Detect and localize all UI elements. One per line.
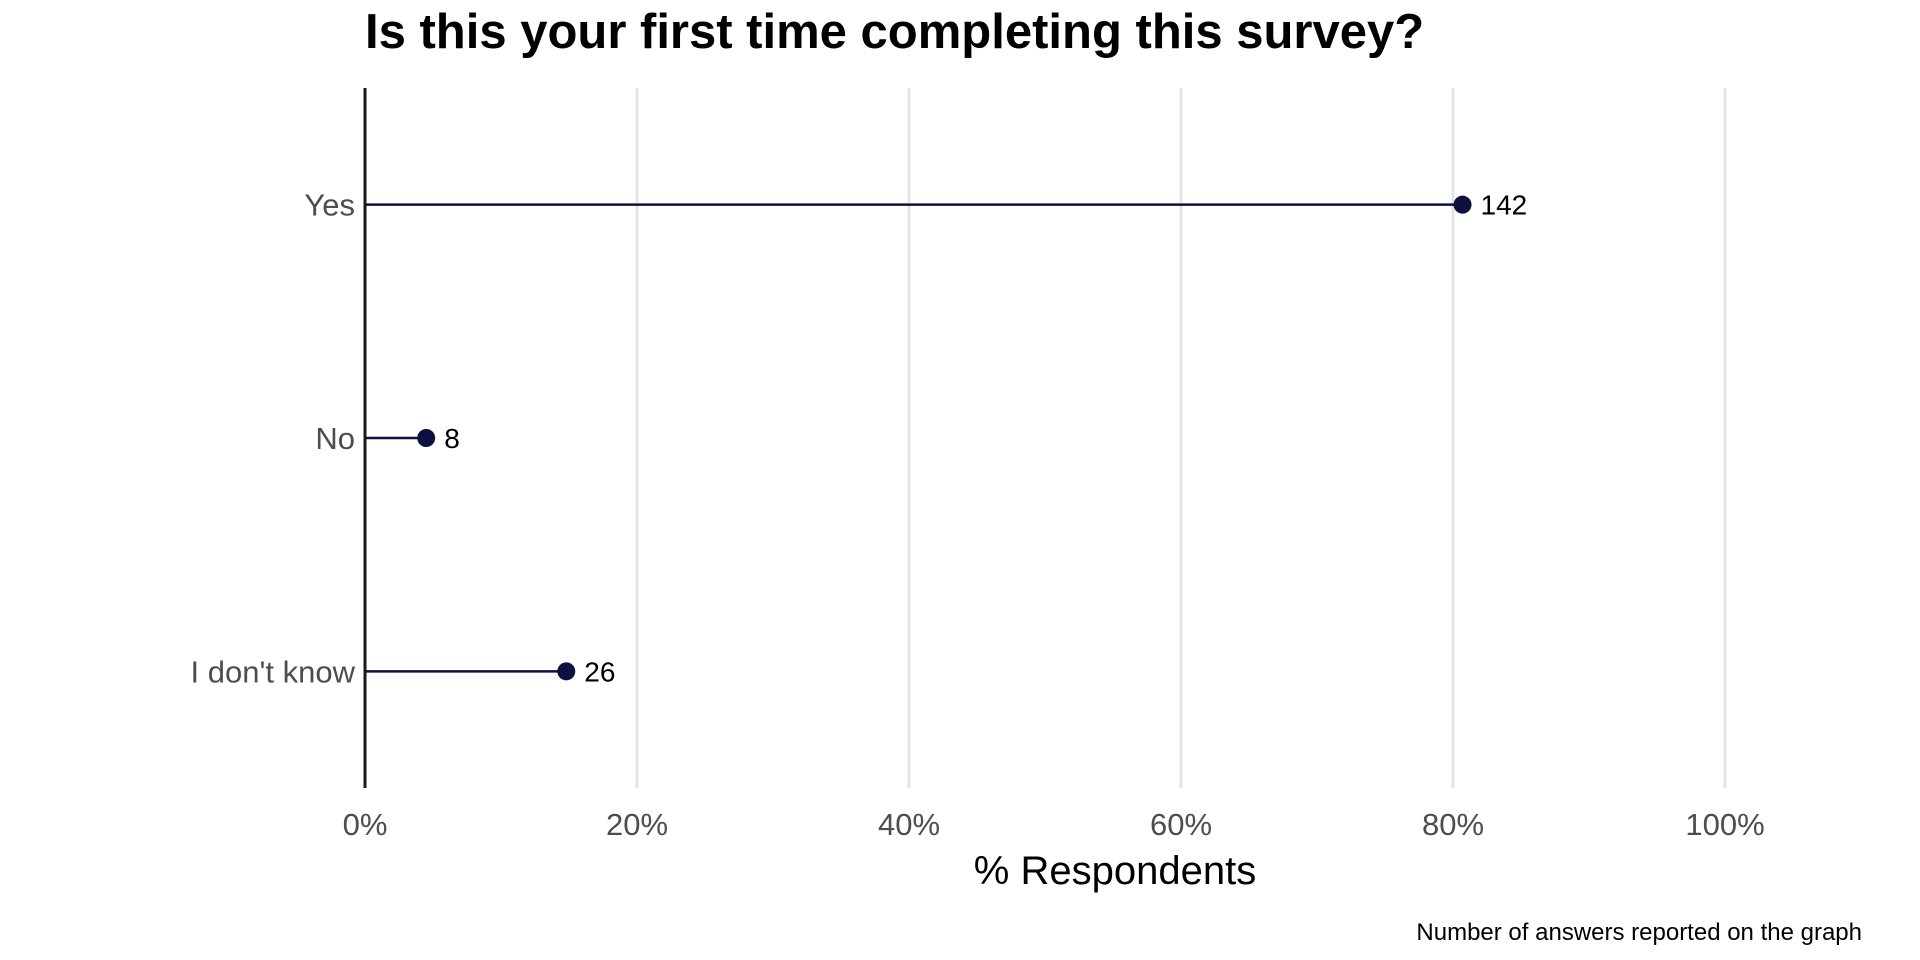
- category-label-no: No: [315, 421, 355, 456]
- x-tick-label-40: 40%: [878, 807, 940, 842]
- point-no: [417, 429, 436, 447]
- point-yes: [1453, 195, 1472, 214]
- x-tick-label-100: 100%: [1685, 807, 1764, 842]
- count-label-i-don-t-know: 26: [584, 656, 615, 687]
- x-axis-ticks: 0% 20% 40% 60% 80% 100%: [343, 807, 1765, 842]
- chart-caption: Number of answers reported on the graph: [1416, 919, 1862, 946]
- category-label-yes: Yes: [304, 188, 355, 223]
- x-tick-label-60: 60%: [1150, 807, 1212, 842]
- x-axis-title: % Respondents: [974, 849, 1256, 893]
- x-tick-label-0: 0%: [343, 807, 388, 842]
- count-label-no: 8: [444, 423, 460, 454]
- x-tick-label-20: 20%: [606, 807, 668, 842]
- category-label-i-don-t-know: I don't know: [191, 654, 356, 689]
- grid-lines: [635, 88, 1727, 788]
- category-labels: Yes No I don't know: [191, 188, 356, 690]
- x-tick-label-80: 80%: [1422, 807, 1484, 842]
- chart-title: Is this your first time completing this …: [365, 5, 1424, 59]
- count-label-yes: 142: [1481, 190, 1528, 221]
- point-i-don-t-know: [557, 662, 576, 681]
- data-marks: 142 8 26: [365, 190, 1528, 687]
